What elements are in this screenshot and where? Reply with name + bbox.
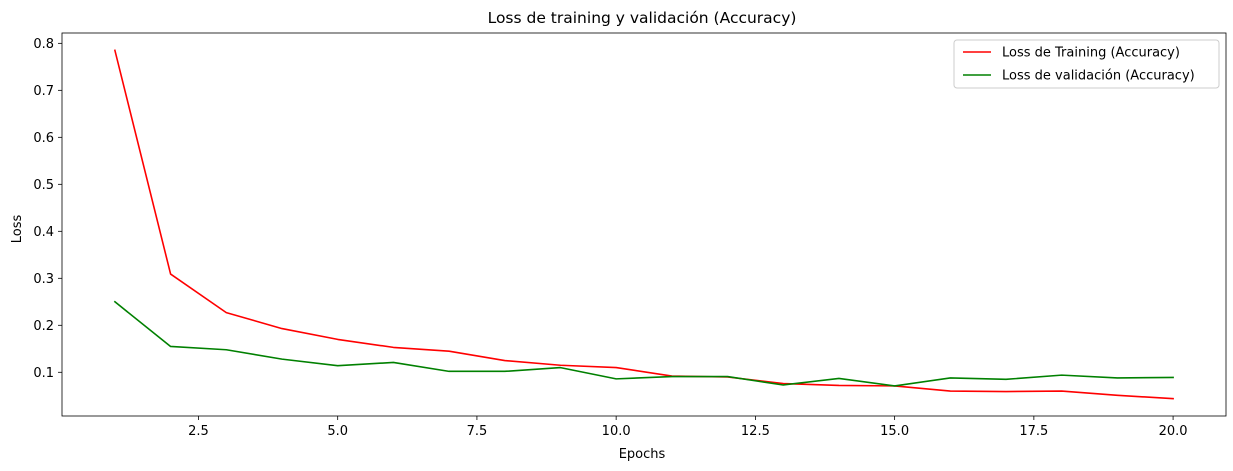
axes: 2.5 5.0 7.5 10.0 12.5 15.0 17.5 20.0 0.1 0.2 0.3 0.… xyxy=(33,32,1227,439)
y-tick-label: 0.7 xyxy=(33,84,54,99)
series-line-1 xyxy=(113,300,1174,387)
x-tick-label: 15.0 xyxy=(880,424,909,439)
y-tick-label: 0.8 xyxy=(33,37,54,52)
x-tick-label: 17.5 xyxy=(1019,424,1048,439)
x-tick-label: 12.5 xyxy=(741,424,770,439)
x-tick-label: 10.0 xyxy=(602,424,631,439)
x-tick-label: 5.0 xyxy=(327,424,348,439)
y-axis-title: Loss xyxy=(10,215,25,244)
y-tick-label: 0.2 xyxy=(33,319,54,334)
x-tick-label: 20.0 xyxy=(1159,424,1188,439)
series-line-0 xyxy=(113,49,1174,400)
plot-area xyxy=(113,49,1174,400)
chart-title: Loss de training y validación (Accuracy) xyxy=(488,9,797,27)
y-tick-label: 0.1 xyxy=(33,366,54,381)
x-axis-title: Epochs xyxy=(619,447,666,462)
y-tick-label: 0.3 xyxy=(33,272,54,287)
x-tick-label: 7.5 xyxy=(467,424,488,439)
y-tick-label: 0.5 xyxy=(33,178,54,193)
axes-frame xyxy=(61,32,1227,417)
y-tick-label: 0.4 xyxy=(33,225,54,240)
legend-box xyxy=(953,39,1220,89)
legend: Loss de Training (Accuracy) Loss de valid… xyxy=(953,39,1220,89)
x-tick-label: 2.5 xyxy=(188,424,209,439)
legend-label-0: Loss de Training (Accuracy) xyxy=(1002,46,1180,61)
y-tick-label: 0.6 xyxy=(33,131,54,146)
legend-label-1: Loss de validación (Accuracy) xyxy=(1002,69,1195,84)
